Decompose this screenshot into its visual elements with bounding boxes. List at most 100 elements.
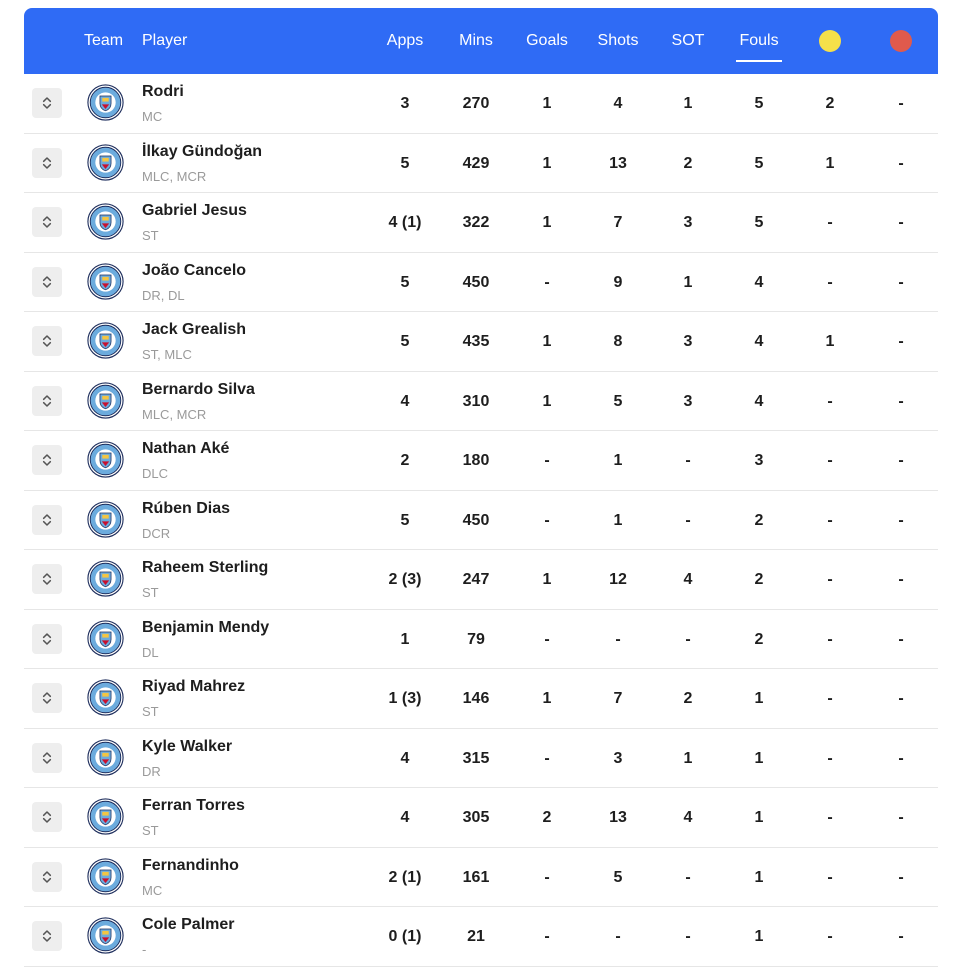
manchester-city-crest-icon [87,84,124,121]
table-row[interactable]: Jack Grealish ST, MLC 5 435 1 8 3 4 1 - [24,312,938,372]
player-name[interactable]: Rúben Dias [142,499,231,517]
stat-sot: - [685,928,691,945]
stat-red: - [898,452,904,469]
player-name[interactable]: Raheem Sterling [142,559,269,576]
stat-shots: 7 [613,690,623,707]
stat-shots: 7 [613,214,623,231]
up-down-chevron-icon [42,513,52,527]
table-row[interactable]: Rúben Dias DCR 5 450 - 1 - 2 - - [24,491,938,550]
reorder-button[interactable] [32,88,62,118]
reorder-button[interactable] [32,861,62,892]
column-header-fouls[interactable]: Fouls [726,8,792,74]
stat-shots: 13 [609,809,627,826]
player-name[interactable]: Riyad Mahrez [142,678,246,695]
player-name[interactable]: Kyle Walker [142,737,233,755]
column-header-red-cards[interactable] [868,8,934,74]
table-row[interactable]: Ferran Torres ST 4 305 2 13 4 1 - - [24,788,938,848]
table-row[interactable]: Rodri MC 3 270 1 4 1 5 2 - [24,74,938,134]
table-row[interactable]: Nathan Aké DLC 2 180 - 1 - 3 - - [24,431,938,491]
manchester-city-crest-icon [87,560,124,597]
stat-sot: 3 [683,392,693,410]
table-row[interactable]: Fernandinho MC 2 (1) 161 - 5 - 1 - - [24,848,938,907]
stat-red: - [898,511,904,529]
player-stats-table: Team Player Apps Mins Goals Shots SOT Fo… [24,8,938,967]
reorder-button[interactable] [32,742,62,773]
stat-goals: - [544,452,550,469]
player-name[interactable]: Rodri [142,83,184,100]
player-name[interactable]: Jack Grealish [142,321,247,338]
column-header-team[interactable]: Team [84,32,124,49]
player-name[interactable]: Cole Palmer [142,916,235,933]
stat-mins: 146 [462,690,490,707]
reorder-button[interactable] [32,504,62,535]
stat-goals: 1 [542,571,552,588]
player-name[interactable]: João Cancelo [142,261,247,279]
yellow-card-icon [819,29,841,52]
table-row[interactable]: Riyad Mahrez ST 1 (3) 146 1 7 2 1 - - [24,669,938,729]
manchester-city-crest-icon [87,203,124,240]
column-header-goals[interactable]: Goals [526,32,568,49]
table-row[interactable]: Cole Palmer - 0 (1) 21 - - - 1 - - [24,907,938,967]
stat-mins: 435 [462,333,490,350]
reorder-button[interactable] [32,623,62,654]
stat-apps: 5 [400,333,410,350]
column-header-yellow-cards[interactable] [797,8,863,74]
stat-goals: - [544,928,550,945]
column-header-sot[interactable]: SOT [671,32,705,49]
stat-shots: 13 [609,154,627,172]
reorder-button[interactable] [32,683,62,713]
reorder-button[interactable] [32,921,62,951]
column-header-apps[interactable]: Apps [386,32,424,49]
stat-fouls: 5 [754,95,764,112]
column-header-shots[interactable]: Shots [597,32,639,49]
reorder-button[interactable] [32,445,62,475]
column-header-mins[interactable]: Mins [459,32,493,49]
manchester-city-crest-icon [87,857,124,895]
up-down-chevron-icon [42,156,52,170]
player-name[interactable]: Ferran Torres [142,797,245,814]
table-row[interactable]: Raheem Sterling ST 2 (3) 247 1 12 4 2 - - [24,550,938,610]
player-name[interactable]: Bernardo Silva [142,380,255,398]
reorder-button[interactable] [32,266,62,297]
reorder-button[interactable] [32,326,62,356]
stat-goals: - [544,630,550,648]
player-name[interactable]: Nathan Aké [142,440,230,457]
stat-shots: 8 [613,333,623,350]
stat-yellow: - [827,928,833,945]
stat-sot: 2 [683,154,693,172]
reorder-button[interactable] [32,147,62,178]
reorder-button[interactable] [32,385,62,416]
table-row[interactable]: İlkay Gündoğan MLC, MCR 5 429 1 13 2 5 1- [24,134,938,193]
stat-red: - [898,630,904,648]
stat-goals: - [544,749,550,767]
player-name[interactable]: Benjamin Mendy [142,618,270,636]
table-row[interactable]: Gabriel Jesus ST 4 (1) 322 1 7 3 5 - - [24,193,938,253]
stat-yellow: - [827,571,833,588]
player-position: ST [142,228,159,243]
stat-fouls: 4 [754,273,764,291]
reorder-button[interactable] [32,802,62,832]
stat-red: - [898,571,904,588]
stat-fouls: 4 [754,392,764,410]
table-row[interactable]: Benjamin Mendy DL 1 79 - - - 2 - - [24,610,938,669]
stat-apps: 0 (1) [388,928,422,945]
column-header-player[interactable]: Player [142,32,188,49]
table-row[interactable]: João Cancelo DR, DL 5 450 - 9 1 4 - - [24,253,938,312]
table-row[interactable]: Kyle Walker DR 4 315 - 3 1 1 - - [24,729,938,788]
table-row[interactable]: Bernardo Silva MLC, MCR 4 310 1 5 3 4 - - [24,372,938,431]
stat-goals: 1 [542,214,552,231]
reorder-button[interactable] [32,207,62,237]
player-name[interactable]: Fernandinho [142,856,239,874]
player-position: ST [142,704,159,719]
stat-fouls: 1 [754,868,764,886]
stat-shots: 5 [613,868,623,886]
stat-mins: 161 [462,868,490,886]
stat-yellow: - [827,690,833,707]
stat-sot: 4 [683,571,693,588]
stat-sot: 2 [683,690,693,707]
stat-shots: 1 [613,452,623,469]
player-name[interactable]: Gabriel Jesus [142,202,247,219]
stat-yellow: 1 [825,333,835,350]
reorder-button[interactable] [32,564,62,594]
player-name[interactable]: İlkay Gündoğan [142,142,263,160]
